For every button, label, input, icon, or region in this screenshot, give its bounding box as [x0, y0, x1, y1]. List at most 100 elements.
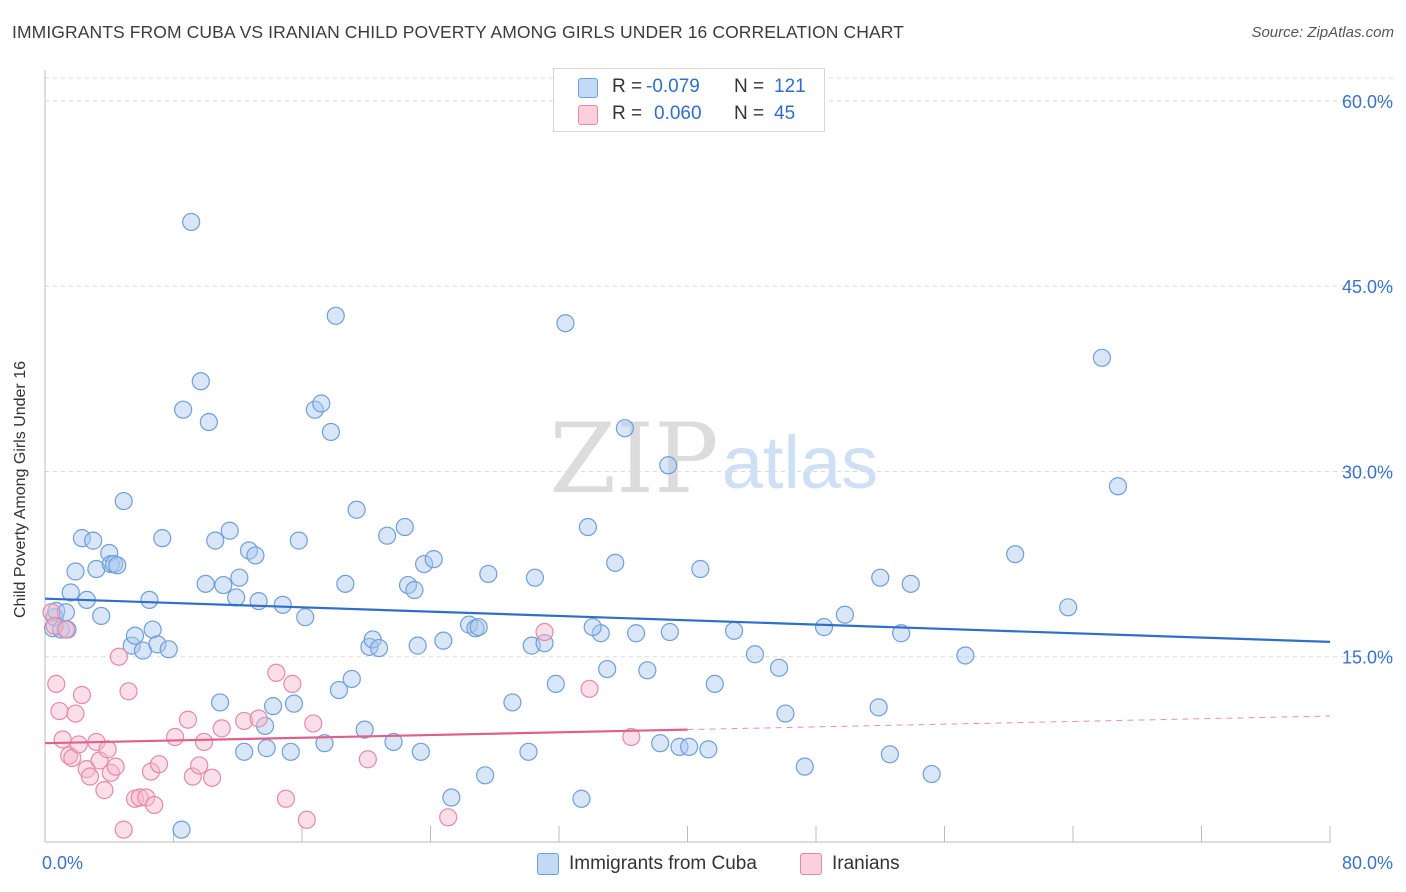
y-tick-label: 60.0% — [1342, 92, 1393, 112]
cuba-point — [705, 674, 724, 693]
cuba-point — [220, 521, 239, 540]
cuba-point — [72, 529, 92, 548]
trend-lines — [44, 597, 1331, 745]
cuba-point — [263, 697, 283, 716]
y-axis-label: Child Poverty Among Girls Under 16 — [12, 361, 29, 618]
cuba-point — [479, 564, 498, 584]
cuba-point — [378, 526, 397, 545]
iranians-point — [101, 763, 120, 782]
trend-line-cuba — [44, 597, 1331, 643]
iranians-point — [283, 674, 302, 693]
iranians-point — [45, 616, 64, 635]
cuba-point — [476, 766, 495, 785]
iranians-point — [50, 701, 69, 721]
iranians-point — [72, 685, 92, 705]
legend-n-label: N = — [734, 76, 765, 97]
cuba-point — [556, 314, 575, 333]
series-iranians-points — [42, 603, 641, 839]
cuba-point — [626, 624, 646, 643]
cuba-point — [172, 820, 191, 839]
cuba-point — [519, 742, 538, 761]
y-tick-label: 30.0% — [1342, 462, 1393, 482]
iranians-point — [212, 719, 231, 738]
trend-line-iranians-extension — [687, 715, 1331, 731]
cuba-point — [442, 788, 461, 807]
iranians-point — [267, 663, 286, 682]
cuba-point — [670, 737, 689, 756]
cuba-point — [901, 574, 920, 593]
cuba-point — [411, 742, 430, 761]
cuba-point — [469, 617, 488, 637]
legend-r-label: R = — [612, 103, 643, 124]
cuba-point — [174, 400, 193, 419]
cuba-point — [1092, 348, 1112, 367]
cuba-point — [1059, 598, 1078, 617]
cuba-point — [199, 412, 218, 432]
cuba-point — [408, 636, 427, 655]
cuba-point — [125, 626, 145, 645]
iranians-point — [166, 727, 185, 747]
cuba-point — [273, 595, 292, 614]
bottom-legend-swatch-cuba — [537, 853, 559, 875]
cuba-point — [326, 306, 345, 325]
bottom-legend-label-iranians: Iranians — [832, 853, 900, 874]
cuba-point — [405, 580, 424, 600]
iranians-point — [95, 781, 114, 800]
cuba-point — [572, 789, 591, 808]
cuba-point — [578, 517, 598, 537]
cuba-point — [210, 693, 230, 712]
cuba-point — [289, 531, 308, 550]
cuba-point — [296, 608, 315, 627]
cuba-point — [153, 529, 172, 548]
legend-r-value: 0.060 — [654, 103, 702, 124]
cuba-point — [191, 372, 210, 391]
cuba-point — [395, 517, 414, 537]
iranians-point — [106, 757, 125, 776]
cuba-point — [922, 764, 941, 784]
cuba-point — [680, 737, 699, 756]
cuba-point — [598, 659, 617, 679]
cuba-point — [615, 419, 634, 438]
iranians-point — [114, 820, 133, 839]
y-tick-label: 45.0% — [1342, 277, 1393, 297]
iranians-point — [56, 620, 75, 639]
cuba-point — [892, 624, 911, 643]
iranians-point — [190, 756, 209, 775]
iranians-point — [183, 767, 202, 786]
cuba-point — [342, 669, 361, 689]
cuba-point — [87, 559, 106, 579]
cuba-point — [235, 742, 254, 761]
cuba-point — [583, 617, 602, 637]
cuba-point — [257, 739, 276, 758]
bottom-legend-swatch-iranians — [800, 853, 822, 875]
iranians-point — [109, 647, 128, 666]
cuba-point — [182, 212, 201, 232]
cuba-point — [122, 636, 141, 655]
cuba-point — [159, 640, 178, 659]
cuba-point — [255, 716, 275, 735]
cuba-point — [196, 574, 215, 593]
legend-r-label: R = — [612, 76, 643, 97]
cuba-point — [336, 574, 355, 593]
legend-n-label: N = — [734, 103, 765, 124]
cuba-point — [814, 617, 834, 637]
cuba-point — [956, 646, 975, 665]
correlation-legend: R = -0.079 N = 121 R = 0.060 N = 45 — [553, 68, 825, 132]
iranians-point — [249, 709, 268, 728]
cuba-point — [214, 575, 233, 595]
cuba-point — [795, 757, 814, 776]
cuba-point — [691, 559, 710, 579]
watermark-atlas: atlas — [722, 421, 878, 504]
cuba-point — [434, 631, 453, 650]
series-cuba-points — [43, 212, 1128, 839]
iranians-point — [304, 714, 323, 733]
cuba-point — [92, 606, 111, 626]
iranians-point — [235, 711, 254, 731]
legend-n-value: 121 — [774, 76, 806, 97]
iranians-point — [98, 740, 117, 759]
iranians-point — [358, 750, 377, 769]
cuba-point — [355, 720, 374, 739]
cuba-point — [525, 568, 545, 587]
cuba-point — [606, 553, 625, 572]
cuba-point — [835, 605, 855, 624]
